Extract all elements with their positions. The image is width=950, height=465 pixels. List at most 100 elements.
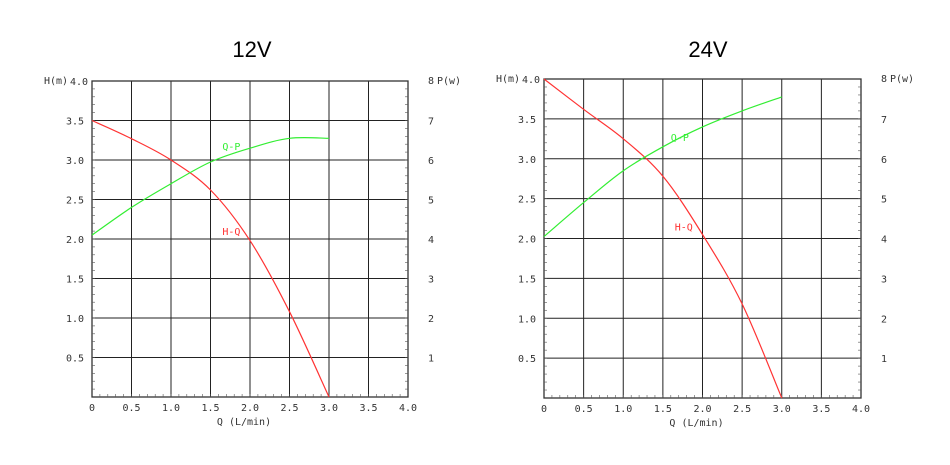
y2-axis-label: P(w) <box>437 76 461 87</box>
series-point-h-q <box>742 303 743 304</box>
y-tick-label: 2.5 <box>66 196 84 207</box>
x-tick-label: 2.0 <box>241 403 259 414</box>
y-tick-label: 3.5 <box>518 115 536 126</box>
x-axis-label: Q (L/min) <box>217 417 271 428</box>
series-label-q-p: Q-P <box>671 133 689 144</box>
y-tick-label: 2.0 <box>518 235 536 246</box>
chart-title: 24V <box>688 37 727 62</box>
grid <box>544 79 861 398</box>
minor-ticks <box>544 86 861 398</box>
y2-tick-label: 1 <box>881 354 887 365</box>
y2-tick-label: 5 <box>881 195 887 206</box>
series-point-h-q <box>131 138 132 139</box>
series-label-h-q: H-Q <box>222 227 240 238</box>
series-point-h-q <box>210 189 211 190</box>
y-tick-label: 0.5 <box>518 354 536 365</box>
chart-24v: 24V 0 0.5 1.0 1.5 2.0 2.5 3.0 3.5 4.0 0.5 1.0 1.5 2.0… <box>496 37 914 429</box>
y-tick-label: 4.0 <box>70 77 88 88</box>
series-label-h-q: H-Q <box>675 223 693 234</box>
x-tick-label: 1.0 <box>162 403 180 414</box>
x-tick-label: 2.5 <box>280 403 298 414</box>
series-point-q-p <box>583 202 584 203</box>
series-point-h-q <box>702 234 703 235</box>
y2-tick-label: 6 <box>881 155 887 166</box>
y2-tick-label: 2 <box>881 314 887 325</box>
series-point-q-p <box>662 146 663 147</box>
x-tick-label: 4.0 <box>399 403 417 414</box>
y2-tick-label: 4 <box>881 235 887 246</box>
y2-top-tick-label: 8 <box>428 76 434 87</box>
grid <box>92 81 408 397</box>
y-axis-label: H(m) <box>44 76 68 87</box>
y-tick-label: 3.0 <box>518 155 536 166</box>
chart-title: 12V <box>232 37 271 62</box>
y2-axis-label: P(w) <box>890 74 914 85</box>
series-line-q-p <box>543 96 783 237</box>
y-tick-label: 1.5 <box>518 274 536 285</box>
series-point-q-p <box>210 161 211 162</box>
series-point-q-p <box>289 138 290 139</box>
y2-tick-label: 7 <box>881 115 887 126</box>
y-tick-label: 2.5 <box>518 195 536 206</box>
y2-tick-label: 7 <box>428 117 434 128</box>
x-tick-label: 4.0 <box>852 404 870 415</box>
series-point-q-p <box>781 96 782 97</box>
y2-tick-label: 5 <box>428 196 434 207</box>
x-tick-label: 0.5 <box>575 404 593 415</box>
y2-tick-label: 3 <box>881 274 887 285</box>
series-point-q-p <box>623 170 624 171</box>
x-tick-label: 0.5 <box>122 403 140 414</box>
x-tick-label: 3.0 <box>773 404 791 415</box>
y-tick-label: 1.0 <box>518 314 536 325</box>
series-label-q-p: Q-P <box>222 142 240 153</box>
y2-tick-label: 1 <box>428 354 434 365</box>
series-point-q-p <box>702 126 703 127</box>
series-point-q-p <box>543 236 544 237</box>
x-tick-label: 1.5 <box>201 403 219 414</box>
y2-top-tick-label: 8 <box>881 74 887 85</box>
y-tick-label: 4.0 <box>522 75 540 86</box>
y-axis-label: H(m) <box>496 74 520 85</box>
x-tick-label: 2.0 <box>693 404 711 415</box>
y-tick-label: 3.0 <box>66 156 84 167</box>
series-point-q-p <box>249 148 250 149</box>
series-point-q-p <box>328 138 329 139</box>
series-point-h-q <box>170 159 171 160</box>
x-tick-label: 1.0 <box>614 404 632 415</box>
series-line-h-q <box>543 78 783 399</box>
series-point-h-q <box>662 176 663 177</box>
series-line-q-p <box>91 136 330 236</box>
series-point-q-p <box>91 234 92 235</box>
series-point-h-q <box>781 397 782 398</box>
series-point-q-p <box>742 110 743 111</box>
y2-tick-label: 6 <box>428 156 434 167</box>
series-point-h-q <box>91 120 92 121</box>
x-axis-label: Q (L/min) <box>669 418 723 429</box>
y-tick-label: 1.0 <box>66 314 84 325</box>
x-tick-label: 3.5 <box>812 404 830 415</box>
y-tick-label: 1.5 <box>66 275 84 286</box>
series-point-h-q <box>328 396 329 397</box>
minor-ticks <box>92 88 408 397</box>
series-point-h-q <box>249 240 250 241</box>
y-tick-label: 0.5 <box>66 354 84 365</box>
y-tick-label: 2.0 <box>66 235 84 246</box>
series-point-q-p <box>131 207 132 208</box>
x-tick-label: 1.5 <box>654 404 672 415</box>
x-tick-label: 2.5 <box>733 404 751 415</box>
series-point-h-q <box>623 138 624 139</box>
y2-tick-label: 4 <box>428 235 434 246</box>
x-tick-label: 0 <box>541 404 547 415</box>
series-point-q-p <box>170 183 171 184</box>
y-tick-label: 3.5 <box>66 117 84 128</box>
y2-tick-label: 2 <box>428 314 434 325</box>
series-line-h-q <box>91 119 330 398</box>
x-tick-label: 0 <box>89 403 95 414</box>
x-tick-label: 3.5 <box>359 403 377 414</box>
series-point-h-q <box>583 109 584 110</box>
chart-12v: 12V 0 0.5 1.0 1.5 2.0 2.5 3.0 3.5 4.0 0.5 1.0 1.5 2.0… <box>44 37 461 428</box>
series-point-h-q <box>543 78 544 79</box>
x-tick-label: 3.0 <box>320 403 338 414</box>
series-point-h-q <box>289 311 290 312</box>
